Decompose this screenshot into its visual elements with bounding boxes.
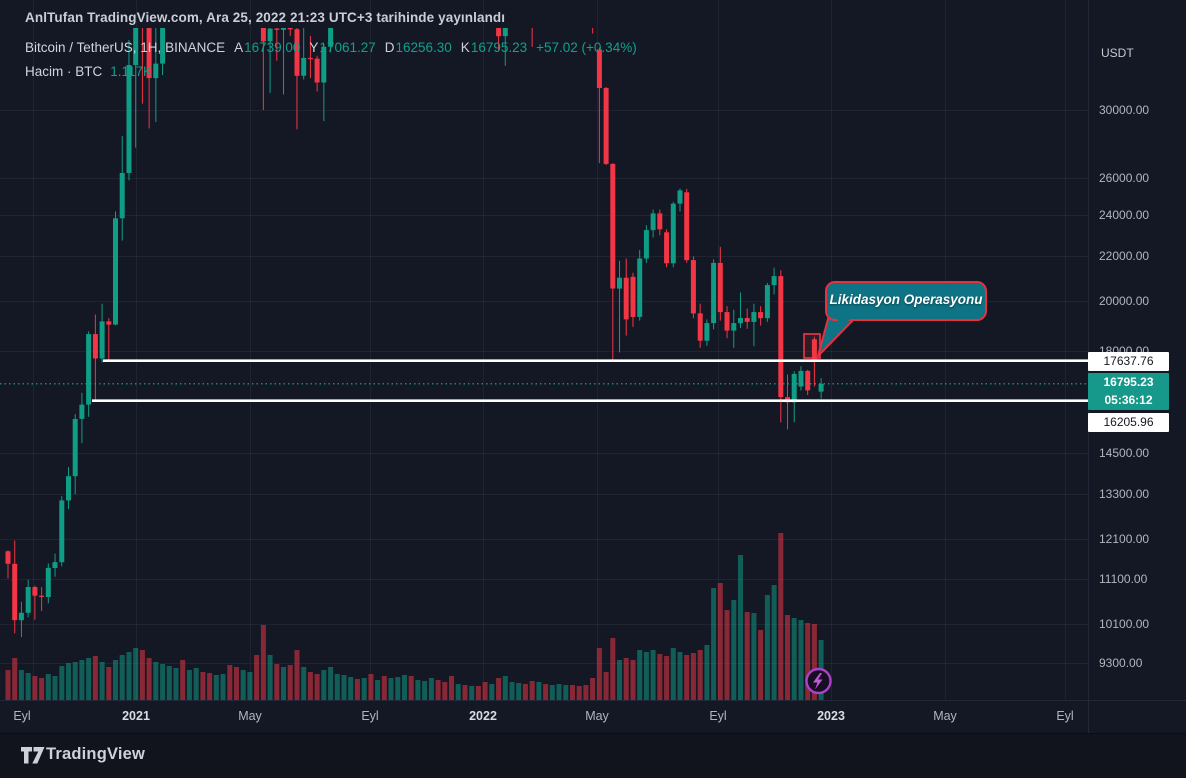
open-value: A 16739.00 — [234, 40, 301, 55]
time-tick-label: Eyl — [13, 709, 31, 723]
tradingview-brand-text[interactable]: TradingView — [46, 745, 146, 763]
volume-bars — [5, 533, 824, 700]
time-tick-label: 2023 — [817, 709, 845, 723]
last-price-label: 16795.23 05:36:12 — [1088, 373, 1169, 410]
low-value: D 16256.30 — [384, 40, 452, 55]
time-tick-label: 2022 — [469, 709, 497, 723]
change-value: +57.02 (+0.34%) — [536, 40, 637, 55]
price-tick-label: 24000.00 — [1099, 208, 1150, 222]
time-tick-label: May — [933, 709, 957, 723]
price-tick-label: 20000.00 — [1099, 294, 1150, 308]
published-header: AnlTufan TradingView.com, Ara 25, 2022 2… — [25, 10, 506, 25]
axis-currency-label: USDT — [1101, 46, 1134, 60]
callout-label[interactable]: Likidasyon Operasyonu — [829, 292, 983, 307]
price-tick-label: 9300.00 — [1099, 656, 1143, 670]
price-tick-label: 10100.00 — [1099, 617, 1150, 631]
time-axis[interactable]: Eyl 2021 May Eyl 2022 May Eyl 2023 May Eyl — [0, 700, 1186, 734]
close-value: K 16795.23 — [460, 40, 528, 55]
time-tick-label: 2021 — [122, 709, 150, 723]
price-tick-label: 30000.00 — [1099, 103, 1150, 117]
lightning-icon[interactable] — [805, 667, 832, 695]
callout-annotation[interactable] — [817, 281, 987, 357]
price-tick-label: 11100.00 — [1099, 572, 1148, 586]
price-tick-label: 14500.00 — [1099, 446, 1150, 460]
tradingview-logo-icon[interactable] — [21, 746, 45, 766]
volume-value: 1.117K — [110, 64, 153, 79]
symbol-title[interactable]: Bitcoin / TetherUS, 1H, BINANCE — [25, 40, 226, 55]
time-tick-label: May — [585, 709, 609, 723]
time-tick-label: Eyl — [709, 709, 727, 723]
time-tick-label: Eyl — [361, 709, 379, 723]
footer-bar: TradingView — [0, 733, 1186, 778]
volume-legend[interactable]: Hacim · BTC 1.117K — [25, 64, 152, 79]
volume-label: Hacim · BTC — [25, 64, 103, 79]
last-price-value: 16795.23 — [1103, 375, 1154, 389]
price-tick-label: 26000.00 — [1099, 171, 1150, 185]
price-axis[interactable]: USDT 30000.00 26000.00 24000.00 22000.00 200… — [1088, 0, 1186, 733]
price-tick-label: 13300.00 — [1099, 487, 1150, 501]
plot-area — [5, 28, 824, 700]
level-label-lower[interactable]: 16205.96 — [1088, 413, 1169, 432]
candles — [5, 28, 824, 638]
time-tick-label: Eyl — [1056, 709, 1074, 723]
symbol-legend[interactable]: Bitcoin / TetherUS, 1H, BINANCE A 16739.0… — [25, 40, 637, 55]
time-tick-label: May — [238, 709, 262, 723]
price-tick-label: 22000.00 — [1099, 249, 1150, 263]
level-label-upper[interactable]: 17637.76 — [1088, 352, 1169, 371]
countdown-timer: 05:36:12 — [1104, 393, 1153, 407]
high-value: Y 17061.27 — [309, 40, 376, 55]
price-tick-label: 12100.00 — [1099, 532, 1150, 546]
